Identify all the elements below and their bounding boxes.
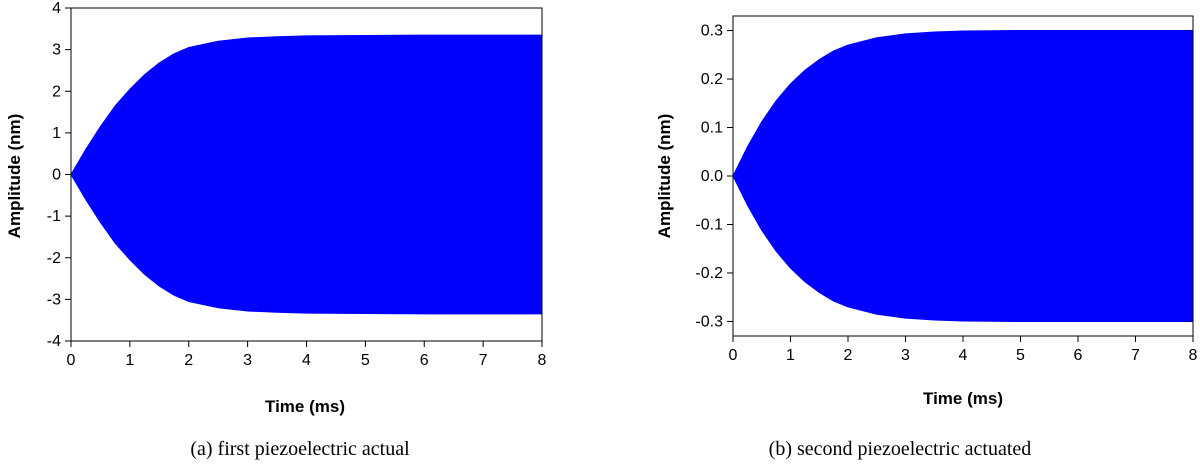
y-tick-label-b: -0.2 xyxy=(695,265,723,282)
chart-panel-b: 0 1 2 3 4 5 6 7 8 -0.3 -0.2 -0.1 0.0 0.1 0.2 0.3 Time (… xyxy=(600,0,1200,469)
y-tick-label-a: 2 xyxy=(52,83,61,100)
y-tick-label-b: -0.3 xyxy=(695,313,723,330)
x-tick-label-a: 2 xyxy=(184,352,193,369)
signal-envelope-b xyxy=(732,30,1194,322)
y-axis-title-b: Amplitude (nm) xyxy=(655,114,674,239)
plot-area-a: 0 1 2 3 4 5 6 7 8 -4 -3 -2 -1 0 1 2 3 4 xyxy=(47,0,547,369)
x-tick-label-b: 5 xyxy=(1016,347,1025,364)
x-tick-label-a: 3 xyxy=(243,352,252,369)
x-tick-label-b: 8 xyxy=(1189,347,1198,364)
x-tick-label-a: 1 xyxy=(125,352,134,369)
y-axis-title-a: Amplitude (nm) xyxy=(5,114,24,239)
caption-a: (a) first piezoelectric actual xyxy=(190,438,410,460)
chart-panel-a: 0 1 2 3 4 5 6 7 8 -4 -3 -2 -1 0 1 2 3 4 Time (ms) Amplitu… xyxy=(5,0,547,460)
y-tick-label-b: 0.0 xyxy=(701,168,723,185)
y-tick-label-a: -1 xyxy=(47,208,61,225)
signal-envelope-a xyxy=(70,34,543,315)
y-tick-label-b: 0.3 xyxy=(701,23,723,40)
y-tick-label-a: 4 xyxy=(52,0,61,17)
x-tick-label-a: 0 xyxy=(67,352,76,369)
y-tick-label-a: 1 xyxy=(52,125,61,142)
y-tick-label-b: -0.1 xyxy=(695,216,723,233)
x-tick-label-a: 6 xyxy=(420,352,429,369)
x-tick-label-a: 8 xyxy=(538,352,547,369)
x-tick-label-b: 3 xyxy=(901,347,910,364)
y-tick-label-b: 0.1 xyxy=(701,120,723,137)
x-tick-label-b: 7 xyxy=(1131,347,1140,364)
x-tick-label-b: 2 xyxy=(844,347,853,364)
x-tick-label-b: 1 xyxy=(786,347,795,364)
y-tick-label-a: 3 xyxy=(52,42,61,59)
y-tick-label-b: 0.2 xyxy=(701,71,723,88)
y-tick-label-a: -3 xyxy=(47,291,61,308)
x-axis-title-a: Time (ms) xyxy=(265,397,345,416)
chart-a: 0 1 2 3 4 5 6 7 8 -4 -3 -2 -1 0 1 2 3 4 Time (ms) Amplitu… xyxy=(5,0,547,416)
x-tick-label-b: 6 xyxy=(1074,347,1083,364)
y-tick-label-a: -4 xyxy=(47,333,61,350)
y-tick-label-a: 0 xyxy=(52,167,61,184)
y-tick-label-a: -2 xyxy=(47,250,61,267)
x-tick-label-a: 7 xyxy=(479,352,488,369)
caption-b: (b) second piezoelectric actuated xyxy=(768,438,1032,460)
x-tick-label-a: 4 xyxy=(302,352,311,369)
x-axis-title-b: Time (ms) xyxy=(923,389,1003,408)
chart-b: 0 1 2 3 4 5 6 7 8 -0.3 -0.2 -0.1 0.0 0.1 0.2 0.3 Time (… xyxy=(655,15,1198,408)
plot-area-b: 0 1 2 3 4 5 6 7 8 -0.3 -0.2 -0.1 0.0 0.1 0.2 0.3 xyxy=(695,15,1198,364)
x-tick-label-a: 5 xyxy=(361,352,370,369)
x-tick-label-b: 4 xyxy=(959,347,968,364)
x-tick-label-b: 0 xyxy=(729,347,738,364)
